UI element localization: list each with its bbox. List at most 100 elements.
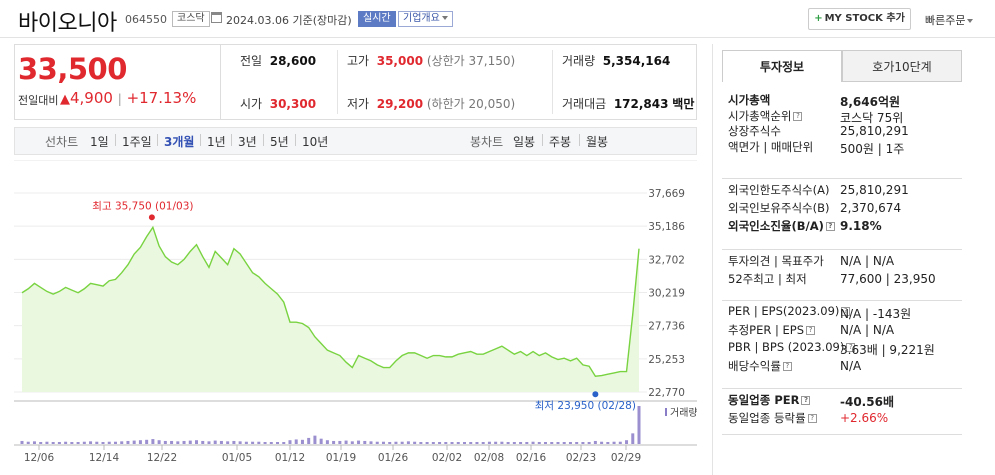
volume-bar	[406, 441, 410, 444]
info-value: 2,370,674	[840, 201, 902, 215]
help-icon[interactable]: ?	[825, 222, 835, 231]
volume-bar	[45, 441, 49, 444]
info-label: PER | EPS(2023.09)?	[728, 304, 851, 318]
volume-bar	[450, 442, 454, 444]
change-percent: +17.13%	[126, 89, 197, 107]
market-badge: 코스닥	[172, 11, 210, 27]
stock-code: 064550	[125, 13, 167, 26]
volume-bar	[132, 440, 136, 444]
y-tick-label: 30,219	[648, 288, 685, 300]
info-label: 상장주식수	[728, 124, 781, 138]
candle-1[interactable]: 일봉	[513, 135, 536, 149]
info-label: 외국인소진율(B/A)?	[728, 218, 835, 234]
volume-bar	[469, 442, 473, 444]
stat-sub-label: (상한가	[426, 54, 465, 68]
right-panel	[712, 44, 982, 475]
stat-value: 28,600	[269, 54, 317, 68]
add-mystock-button[interactable]: + MY STOCK 추가	[808, 8, 911, 30]
help-icon[interactable]: ?	[793, 111, 803, 121]
info-label: 외국인보유주식수(B)	[728, 201, 830, 215]
volume-bar	[531, 441, 535, 444]
separator	[263, 134, 264, 146]
help-icon[interactable]: ?	[846, 343, 856, 352]
top-header	[0, 0, 995, 38]
info-label: 추정PER | EPS?	[728, 322, 816, 338]
help-icon[interactable]: ?	[782, 362, 792, 371]
volume-bar	[593, 440, 597, 444]
x-tick-label: 01/12	[275, 452, 305, 464]
info-value: 3.63배 | 9,221원	[840, 343, 935, 357]
volume-bar	[251, 441, 255, 444]
volume-bar	[126, 440, 130, 444]
info-value: N/A | N/A	[840, 323, 895, 337]
volume-bar	[57, 442, 61, 444]
help-icon[interactable]: ?	[841, 307, 851, 316]
price-chart[interactable]: 37,669 35,186 32,702 30,219 27,736 25,253 22,7…	[14, 160, 697, 475]
tab-invest-info[interactable]: 투자정보	[722, 50, 842, 82]
help-icon[interactable]: ?	[806, 326, 816, 335]
stat-label: 거래대금	[562, 97, 607, 111]
change-amount: 4,900	[70, 89, 113, 107]
volume-bar	[544, 442, 548, 444]
stat-amount: 거래대금 172,843 백만	[562, 95, 694, 112]
chevron-down-icon	[967, 19, 974, 23]
help-icon[interactable]: ?	[807, 414, 817, 423]
volume-bar	[76, 442, 80, 444]
period-2[interactable]: 1주일	[122, 135, 152, 149]
info-value: 코스닥 75위	[840, 110, 904, 125]
volume-bar	[39, 442, 43, 444]
info-label: 투자의견 | 목표주가	[728, 254, 824, 268]
quick-order-label: 빠른주문	[925, 14, 966, 27]
volume-bar	[51, 442, 55, 444]
stat-label: 거래량	[562, 54, 596, 68]
x-tick-label: 12/06	[24, 452, 55, 464]
info-value: 8,646억원	[840, 95, 901, 109]
volume-bar	[550, 442, 554, 444]
volume-bar	[170, 440, 174, 444]
info-value: N/A	[840, 359, 862, 373]
volume-bar	[363, 440, 367, 444]
y-tick-label: 32,702	[648, 254, 685, 266]
divider	[552, 50, 553, 114]
info-value: N/A | N/A	[840, 254, 895, 268]
info-value: 25,810,291	[840, 183, 909, 197]
volume-bar	[575, 442, 579, 444]
section-divider	[722, 434, 962, 435]
volume-bar	[413, 441, 417, 444]
volume-bar	[182, 440, 186, 444]
period-5[interactable]: 3년	[238, 135, 257, 149]
volume-bar	[357, 440, 361, 444]
candle-3[interactable]: 월봉	[586, 135, 609, 149]
separator	[200, 134, 201, 146]
realtime-badge[interactable]: 실시간	[358, 11, 396, 27]
volume-bar	[369, 441, 373, 444]
volume-bar	[562, 442, 566, 444]
help-icon[interactable]: ?	[801, 396, 811, 405]
volume-bar	[512, 442, 516, 444]
candle-2[interactable]: 주봉	[549, 135, 572, 149]
volume-bar	[188, 440, 192, 444]
info-label: 액면가 | 매매단위	[728, 139, 814, 154]
tab-orderbook[interactable]: 호가10단계	[842, 50, 962, 82]
stat-unit: 백만	[672, 97, 695, 111]
info-value: N/A | -143원	[840, 307, 912, 321]
company-info-button[interactable]: 기업개요	[398, 11, 453, 27]
price-area	[22, 227, 639, 392]
period-1[interactable]: 1일	[90, 135, 109, 149]
stat-open: 시가 30,300	[240, 95, 316, 112]
stat-value: 29,200	[376, 97, 424, 111]
period-6[interactable]: 5년	[270, 135, 289, 149]
volume-bar	[444, 442, 448, 444]
volume-bar	[438, 442, 442, 444]
separator	[157, 134, 158, 146]
period-bar	[14, 127, 697, 155]
volume-bar	[581, 442, 585, 444]
period-7[interactable]: 10년	[302, 135, 329, 149]
stat-value: 172,843	[613, 97, 669, 111]
separator	[231, 134, 232, 146]
period-4[interactable]: 1년	[207, 135, 226, 149]
period-3[interactable]: 3개월	[164, 135, 195, 149]
quick-order-button[interactable]: 빠른주문	[925, 12, 974, 28]
volume-bar	[101, 442, 105, 444]
volume-bar	[263, 442, 267, 444]
